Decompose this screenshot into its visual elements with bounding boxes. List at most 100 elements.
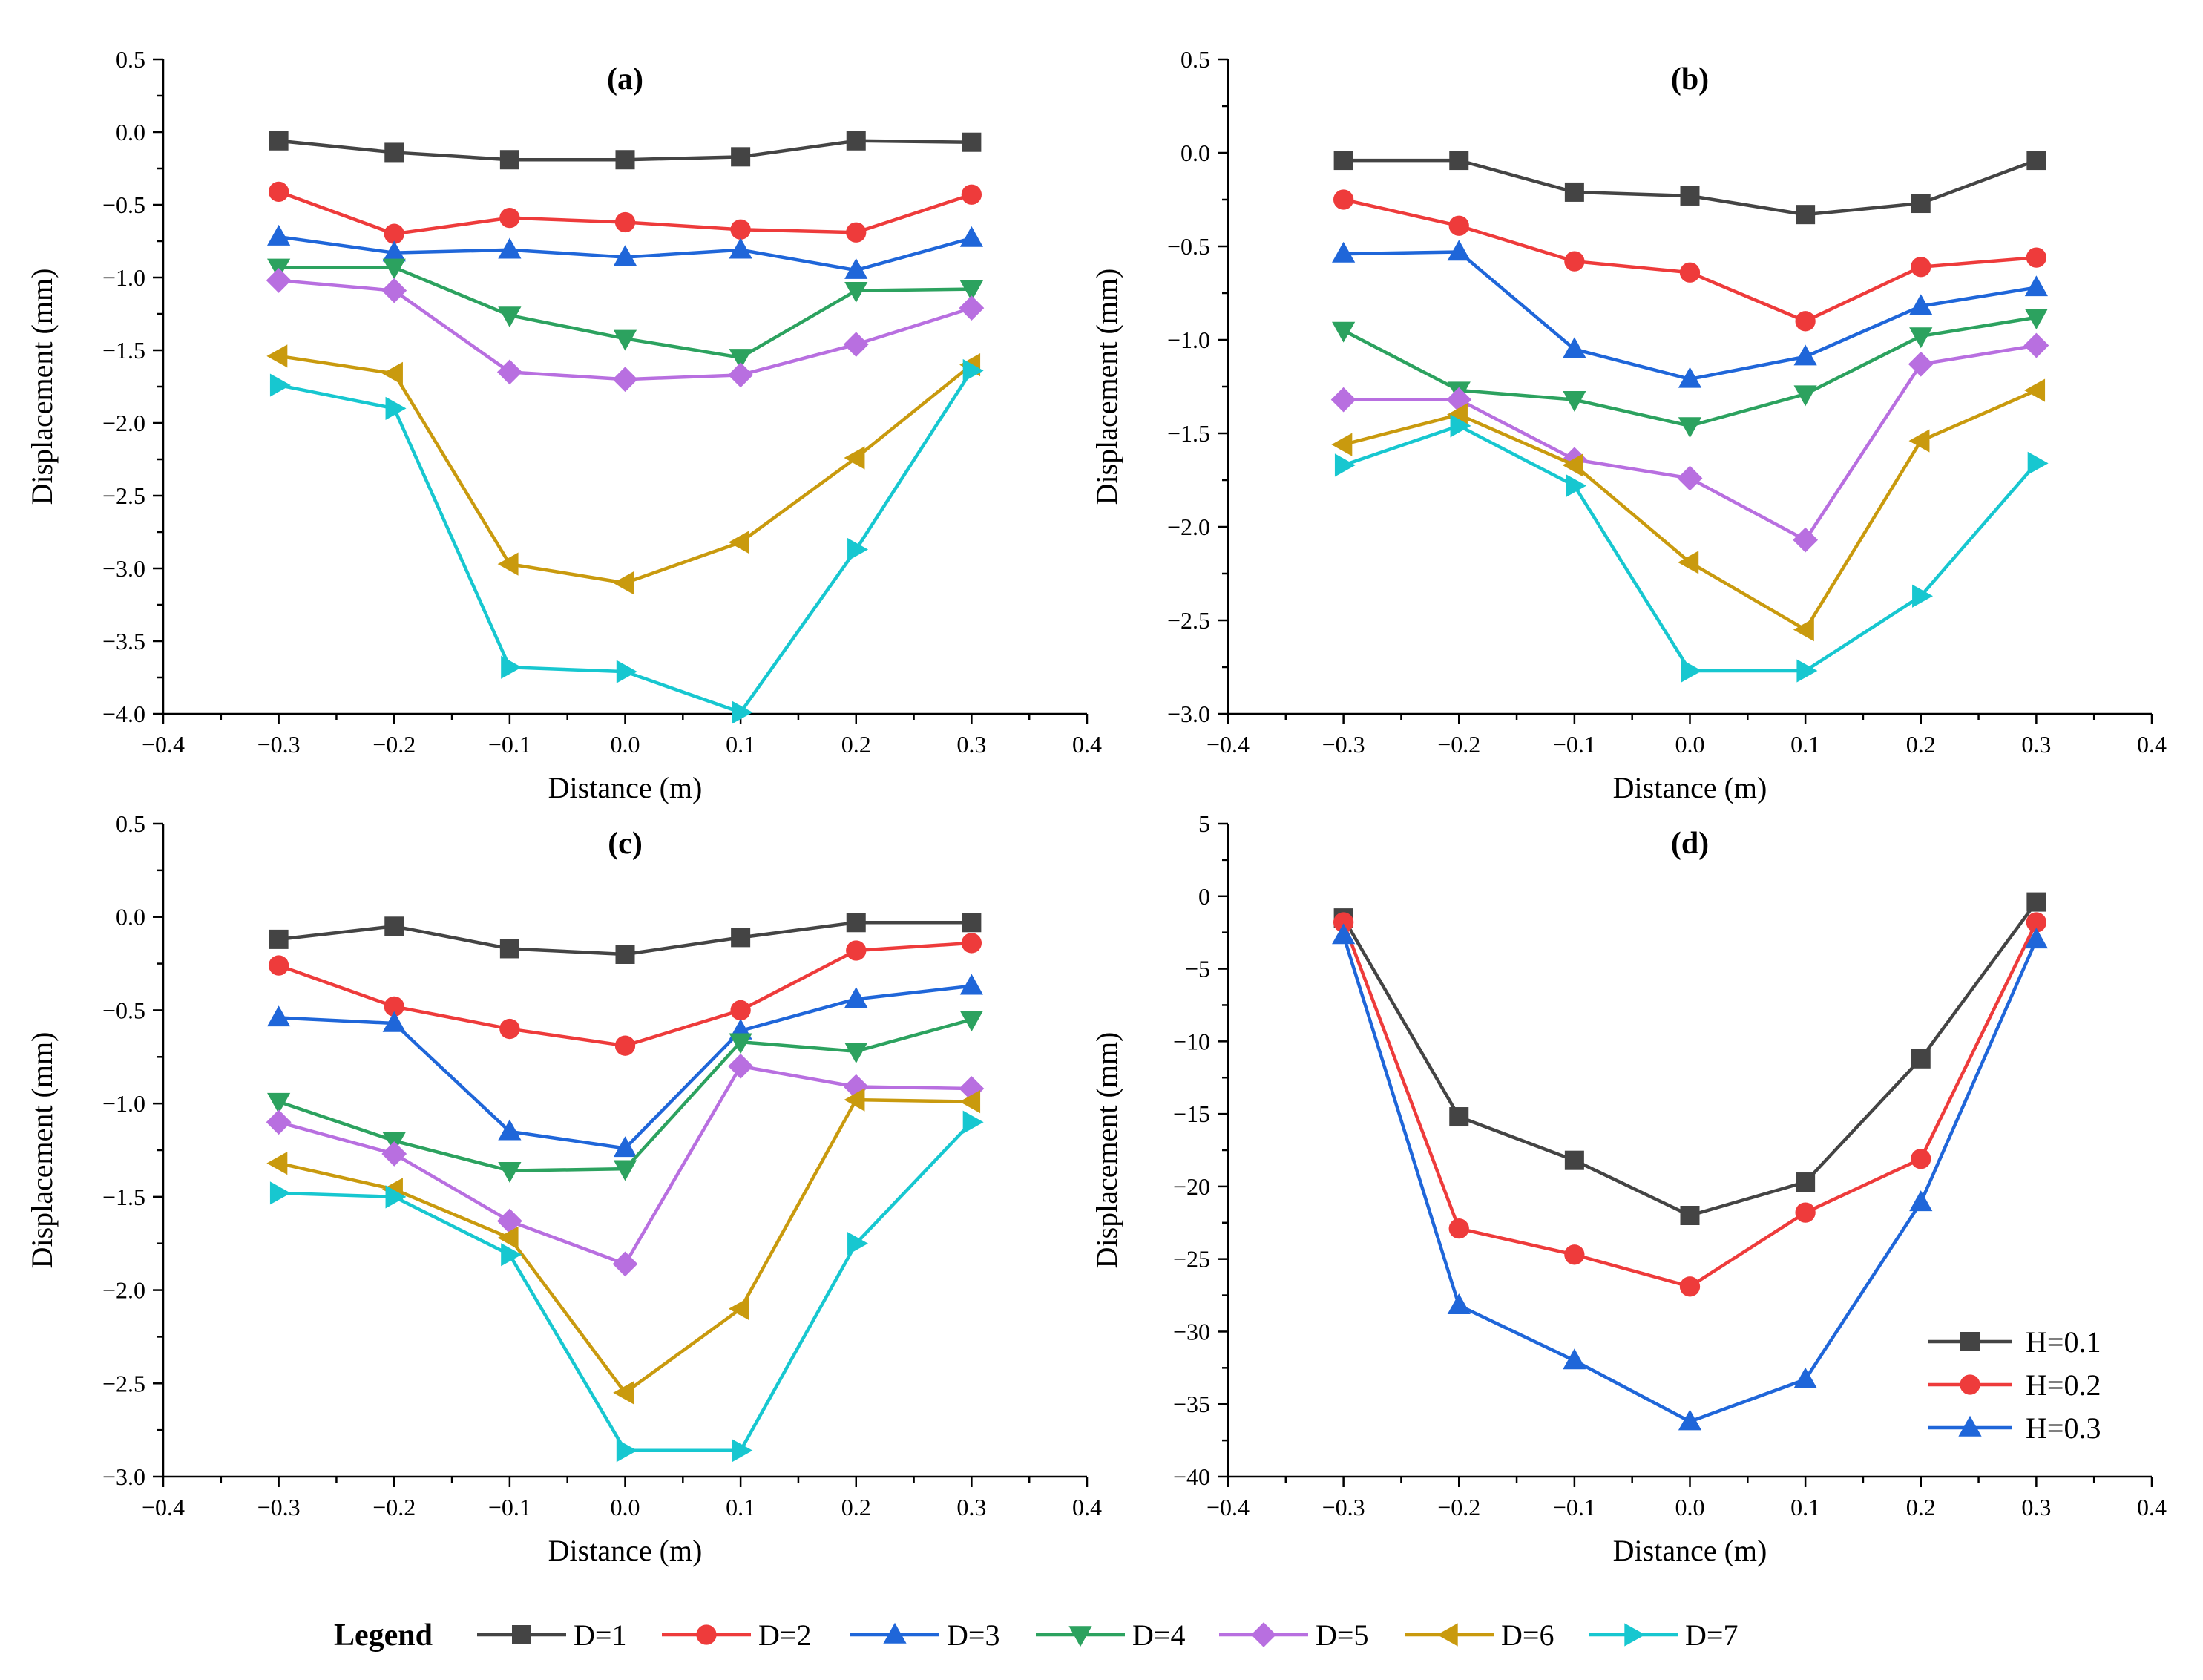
bottom-legend: Legend D=1 D=2 D=3 D=4 D=5 D=6 D=7 — [334, 1618, 1738, 1653]
data-point — [1678, 1409, 1702, 1431]
series-d-2 — [268, 933, 982, 1056]
data-point — [1449, 151, 1469, 171]
x-tick-label: −0.2 — [372, 731, 416, 758]
data-point — [846, 940, 867, 961]
data-point — [385, 1185, 407, 1209]
data-point — [384, 142, 404, 163]
x-tick-label: 0.0 — [611, 731, 640, 758]
data-point — [959, 226, 983, 247]
data-point — [961, 184, 982, 205]
data-point — [728, 1297, 749, 1321]
x-tick-label: 0.0 — [611, 1494, 640, 1520]
y-tick-label: −3.0 — [102, 1463, 145, 1490]
data-point — [1563, 337, 1586, 358]
data-point — [959, 974, 983, 995]
data-point — [1447, 403, 1468, 427]
data-point — [613, 329, 637, 351]
y-tick-label: −0.5 — [102, 191, 145, 218]
data-point — [1448, 215, 1469, 236]
y-tick-label: −35 — [1173, 1391, 1210, 1417]
series-d-5 — [1330, 332, 2049, 553]
y-tick-label: −2.5 — [102, 482, 145, 509]
y-tick-label: 0.0 — [116, 904, 145, 931]
x-tick-label: 0.4 — [1072, 1494, 1102, 1520]
data-point — [614, 1035, 636, 1056]
data-point — [498, 237, 522, 259]
data-point — [381, 1141, 407, 1167]
x-axis-title: Distance (m) — [1613, 1534, 1767, 1567]
data-point — [959, 280, 983, 301]
data-point — [1330, 387, 1356, 413]
data-point — [381, 278, 407, 303]
data-point — [499, 939, 519, 959]
x-tick-label: −0.4 — [142, 731, 185, 758]
data-point — [384, 996, 404, 1017]
y-tick-label: −2.5 — [102, 1370, 145, 1397]
chart-panel-b: −0.4 −0.3 −0.2 −0.1 0.0 0.1 0.2 0.3 0.4 0.5 0.0 −0.… — [1090, 46, 2167, 804]
legend-label: D=6 — [1501, 1618, 1554, 1652]
data-point — [1334, 453, 1356, 477]
data-point — [496, 359, 522, 385]
data-point — [1795, 311, 1816, 332]
legend-marker — [1437, 1623, 1458, 1647]
series-h-0-3 — [1332, 923, 2048, 1431]
data-point — [613, 571, 634, 595]
data-point — [847, 1232, 868, 1256]
data-point — [1677, 465, 1703, 491]
data-point — [615, 945, 635, 964]
x-tick-label: −0.1 — [488, 1494, 531, 1520]
legend-marker — [696, 1624, 717, 1645]
data-point — [2026, 151, 2046, 171]
data-point — [730, 1000, 751, 1021]
data-point — [1447, 240, 1471, 261]
legend-label: D=7 — [1685, 1618, 1738, 1652]
y-tick-label: −2.5 — [1167, 607, 1210, 634]
panel-title: (a) — [607, 62, 643, 96]
data-point — [1566, 473, 1587, 498]
data-point — [1679, 262, 1701, 283]
x-tick-label: 0.1 — [726, 731, 755, 758]
series-d-5 — [266, 268, 985, 393]
x-tick-label: −0.2 — [1437, 1494, 1480, 1520]
data-point — [732, 700, 753, 724]
data-point — [382, 1011, 406, 1032]
data-point — [267, 1092, 291, 1114]
series-d-6 — [266, 1088, 981, 1405]
series-d-3 — [267, 974, 983, 1158]
legend-label: H=0.3 — [2026, 1411, 2101, 1445]
data-point — [616, 1439, 637, 1463]
y-tick-label: 0.5 — [1181, 46, 1210, 73]
data-point — [844, 281, 868, 303]
x-tick-label: 0.2 — [841, 1494, 871, 1520]
data-point — [1796, 205, 1816, 225]
data-point — [1562, 453, 1583, 477]
series-d-4 — [267, 1011, 983, 1183]
series-d-7 — [269, 1110, 984, 1463]
data-point — [1909, 1190, 1933, 1212]
legend-marker — [1958, 1415, 1982, 1437]
data-point — [2026, 892, 2046, 912]
legend-marker — [512, 1625, 531, 1644]
data-point — [385, 396, 407, 420]
data-point — [847, 537, 868, 562]
data-point — [498, 1119, 522, 1141]
chart-panel-c: −0.4 −0.3 −0.2 −0.1 0.0 0.1 0.2 0.3 0.4 0.5 0.0 −0.… — [25, 810, 1102, 1567]
y-tick-label: −3.0 — [102, 555, 145, 582]
data-point — [959, 295, 985, 321]
y-tick-label: −4.0 — [102, 700, 145, 727]
data-point — [844, 446, 865, 470]
data-point — [2024, 275, 2048, 297]
data-point — [729, 349, 752, 370]
data-point — [731, 928, 751, 948]
x-tick-label: −0.3 — [1322, 1494, 1365, 1520]
x-tick-label: 0.3 — [956, 731, 986, 758]
data-point — [959, 1011, 983, 1032]
legend-marker — [1251, 1622, 1276, 1647]
data-point — [613, 1381, 634, 1405]
data-point — [612, 367, 638, 393]
series-d-5 — [266, 1053, 985, 1277]
legend-title: Legend — [334, 1618, 433, 1653]
legend-label: H=0.1 — [2026, 1325, 2101, 1359]
y-tick-label: −1.5 — [1167, 420, 1210, 447]
x-tick-label: 0.4 — [2137, 731, 2167, 758]
